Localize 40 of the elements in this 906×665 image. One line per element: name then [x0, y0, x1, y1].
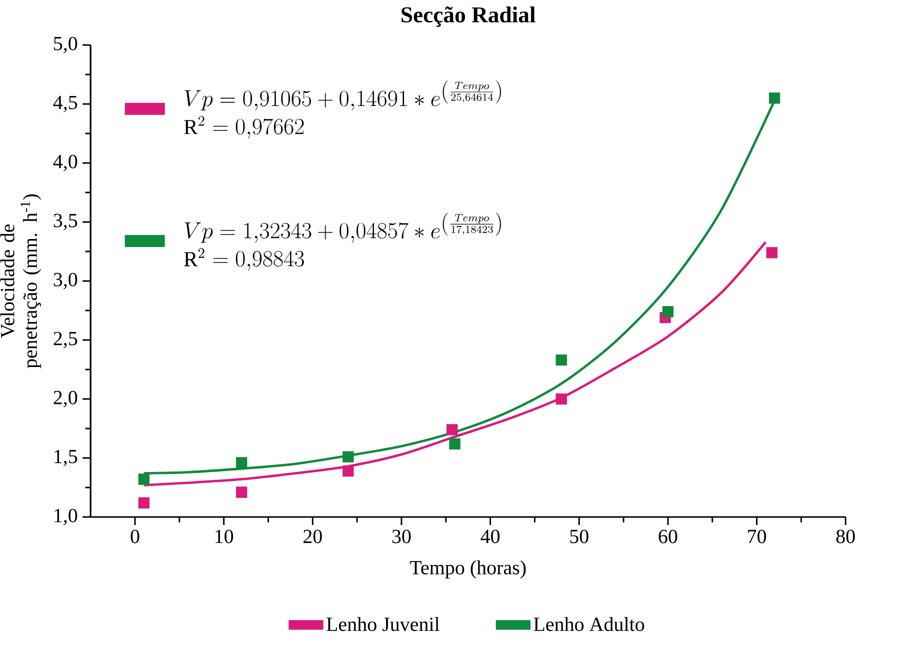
y-tick-label: 2,5: [54, 332, 78, 348]
x-tick-label: 0: [130, 530, 140, 544]
point: [342, 465, 354, 477]
x-tick-label: 30: [392, 530, 411, 544]
point: [449, 438, 460, 450]
y-tick-label: 4,0: [53, 154, 78, 172]
x-tick-label: 50: [570, 530, 588, 544]
y-axis-title: Velocidade de penetração (mm. h$^{-1}$): [0, 194, 42, 368]
point: [138, 497, 150, 508]
y-tick-label: 3,0: [54, 272, 78, 290]
point: [662, 306, 674, 318]
y-tick-label: 3,5: [54, 214, 78, 230]
legend-label: Lenho Adulto: [534, 617, 644, 632]
point: [138, 474, 150, 485]
annotation: $\mathrm{R}^{2}=0{,}97662$: [184, 116, 304, 138]
point: [446, 424, 458, 436]
annotation: $Vp=0{,}91065+0{,}14691*e^{\left(\frac{Tempo}{25{,}64614}\right)}$: [184, 80, 501, 110]
x-tick-label: 80: [836, 530, 855, 544]
legend-label: Lenho Juvenil: [326, 617, 440, 632]
point: [766, 247, 778, 258]
y-tick-label: 2,0: [54, 390, 78, 408]
y-tick-label: 5,0: [54, 36, 78, 54]
annotation: $\mathrm{R}^{2}=0{,}98843$: [184, 248, 304, 271]
point: [768, 92, 780, 104]
x-tick-label: 10: [216, 530, 234, 544]
x-tick-label: 20: [304, 530, 322, 544]
x-tick-label: 70: [748, 530, 766, 544]
point: [556, 354, 567, 366]
x-tick-label: 40: [480, 530, 500, 544]
y-tick-label: 4,5: [53, 96, 78, 112]
annotation: $Vp=1{,}32343+0{,}04857*e^{\left(\frac{Tempo}{17{,}18423}\right)}$: [184, 212, 501, 243]
point: [342, 451, 354, 462]
y-tick-label: 1,0: [54, 508, 78, 526]
chart-title: Secção Radial: [402, 6, 536, 27]
x-axis-title: Tempo (horas): [410, 560, 526, 579]
x-tick-label: 60: [658, 530, 678, 544]
point: [236, 457, 248, 468]
y-tick-label: 1,5: [54, 450, 78, 466]
point: [556, 393, 567, 405]
point: [236, 486, 248, 498]
